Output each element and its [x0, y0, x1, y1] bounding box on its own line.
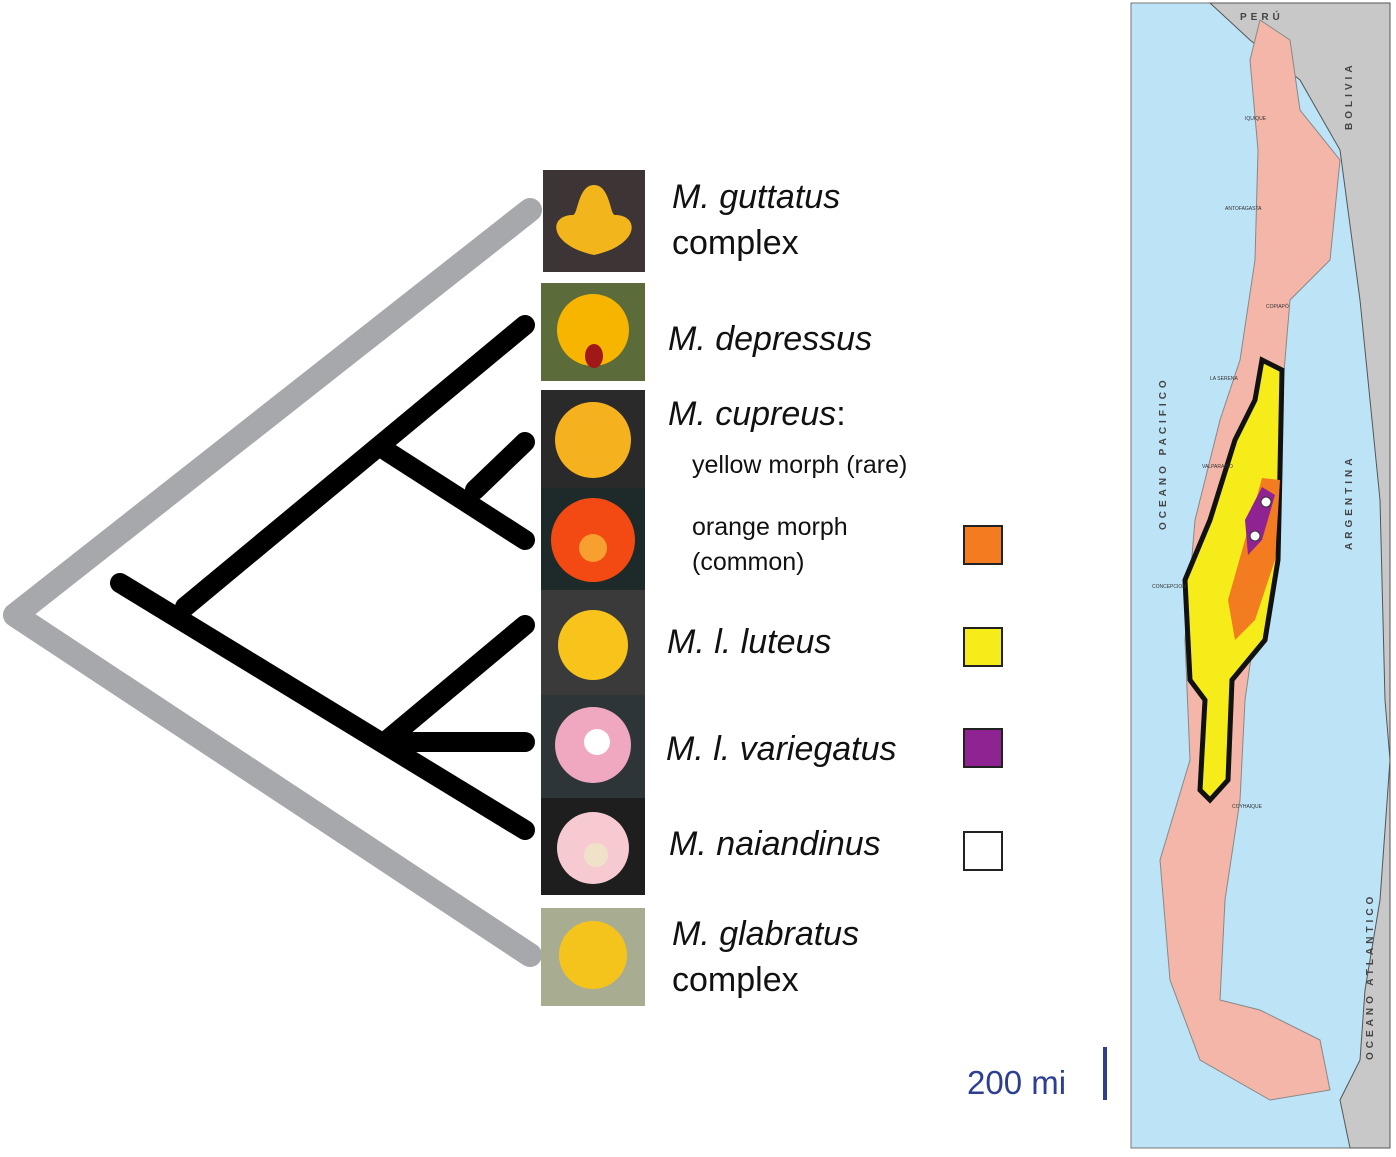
map: PERÚ BOLIVIA ARGENTINA OCEANO PACIFICO O…	[1130, 2, 1391, 1149]
ocean-label: OCEANO ATLANTICO	[1365, 893, 1376, 1060]
taxon-suffix: complex	[672, 961, 799, 999]
city-label: IQUIQUE	[1245, 116, 1267, 122]
legend-swatch	[963, 627, 1003, 667]
scale: 200 mi	[967, 1047, 1107, 1101]
morph-label: orange morph	[692, 513, 848, 541]
labels: M. guttatus complex M. depressus M. cupr…	[666, 178, 907, 999]
legend-swatch	[963, 728, 1003, 768]
taxon-suffix: :	[836, 395, 845, 433]
taxon-name: M. depressus	[668, 320, 872, 358]
ocean-label: OCEANO PACIFICO	[1158, 376, 1169, 530]
city-label: COPIAPÓ	[1266, 303, 1289, 310]
scale-label: 200 mi	[967, 1064, 1066, 1101]
legend	[963, 525, 1003, 871]
population-site	[1260, 496, 1272, 508]
city-label: CONCEPCION	[1152, 584, 1186, 590]
taxon-suffix: complex	[672, 224, 799, 262]
photo	[543, 170, 645, 272]
legend-swatch	[963, 525, 1003, 565]
taxon-name: M. l. luteus	[667, 623, 831, 661]
photo	[541, 590, 645, 695]
city-label: ANTOFAGASTA	[1225, 206, 1262, 212]
morph-label: yellow morph (rare)	[692, 451, 907, 479]
morph-detail: (common)	[692, 548, 805, 576]
outgroup-branches	[3, 198, 542, 967]
taxon-name: M. guttatus	[672, 178, 840, 216]
photo	[541, 695, 645, 798]
tree	[3, 198, 542, 967]
city-label: VALPARAISO	[1202, 464, 1233, 470]
country-label: BOLIVIA	[1344, 61, 1355, 130]
taxon-name: M. glabratus	[672, 915, 859, 953]
photo	[541, 908, 645, 1006]
legend-swatch	[963, 831, 1003, 871]
population-site	[1249, 530, 1261, 542]
photo	[541, 488, 645, 590]
taxon-name: M. cupreus:	[668, 395, 846, 433]
country-label: ARGENTINA	[1344, 455, 1355, 550]
photos	[541, 170, 645, 1006]
taxon-name: M. naiandinus	[669, 825, 881, 863]
photo	[541, 798, 645, 895]
range-luteus	[1182, 356, 1285, 804]
photo	[541, 390, 645, 488]
ingroup-branches	[110, 315, 535, 840]
argentina-bolivia	[1208, 2, 1391, 1149]
taxon-name: M. cupreus	[668, 395, 836, 433]
country-label: PERÚ	[1240, 10, 1284, 23]
taxon-name: M. l. variegatus	[666, 730, 897, 768]
city-label: LA SERENA	[1210, 376, 1238, 382]
city-label: COYHAIQUE	[1232, 804, 1263, 810]
photo	[541, 283, 645, 381]
